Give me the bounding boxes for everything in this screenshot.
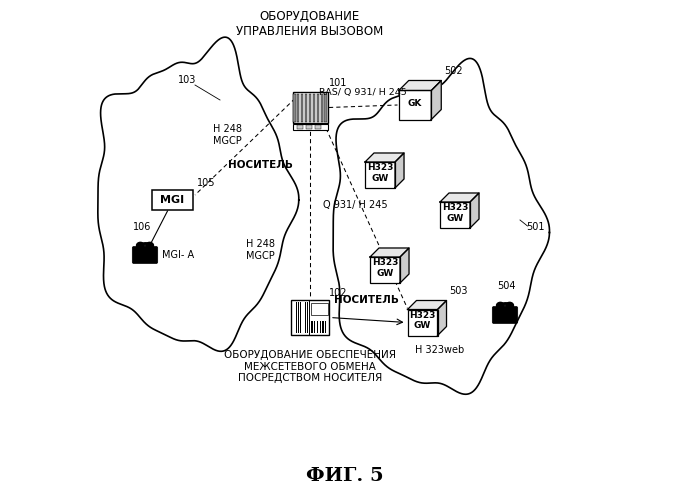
FancyBboxPatch shape xyxy=(297,94,299,122)
FancyBboxPatch shape xyxy=(301,94,304,122)
Text: 501: 501 xyxy=(526,222,544,232)
Ellipse shape xyxy=(506,302,513,308)
FancyBboxPatch shape xyxy=(399,90,431,120)
FancyBboxPatch shape xyxy=(293,94,295,122)
Text: 105: 105 xyxy=(197,178,215,188)
Text: 103: 103 xyxy=(178,75,197,85)
FancyBboxPatch shape xyxy=(291,302,292,333)
FancyBboxPatch shape xyxy=(293,124,328,130)
Text: MGI: MGI xyxy=(161,195,184,205)
FancyBboxPatch shape xyxy=(305,94,307,122)
Text: 503: 503 xyxy=(449,286,468,296)
Text: 106: 106 xyxy=(133,222,152,232)
Text: H323
GW: H323 GW xyxy=(409,311,435,330)
Text: H323
GW: H323 GW xyxy=(367,164,393,182)
FancyBboxPatch shape xyxy=(306,124,312,128)
FancyBboxPatch shape xyxy=(317,320,318,333)
FancyBboxPatch shape xyxy=(315,124,321,128)
FancyBboxPatch shape xyxy=(296,302,297,333)
FancyBboxPatch shape xyxy=(324,94,326,122)
Polygon shape xyxy=(431,80,441,120)
FancyBboxPatch shape xyxy=(492,306,518,324)
Text: НОСИТЕЛЬ: НОСИТЕЛЬ xyxy=(334,295,399,305)
Text: RAS/ Q 931/ H 245: RAS/ Q 931/ H 245 xyxy=(319,88,406,98)
FancyBboxPatch shape xyxy=(305,302,306,333)
Text: H 323web: H 323web xyxy=(415,345,464,355)
Text: H323
GW: H323 GW xyxy=(372,258,398,278)
FancyBboxPatch shape xyxy=(311,302,328,315)
Ellipse shape xyxy=(137,242,144,248)
Text: ОБОРУДОВАНИЕ
УПРАВЛЕНИЯ ВЫЗОВОМ: ОБОРУДОВАНИЕ УПРАВЛЕНИЯ ВЫЗОВОМ xyxy=(237,10,384,38)
Polygon shape xyxy=(395,153,404,188)
FancyBboxPatch shape xyxy=(297,124,303,128)
FancyBboxPatch shape xyxy=(370,257,400,283)
FancyBboxPatch shape xyxy=(313,94,315,122)
FancyBboxPatch shape xyxy=(293,92,328,123)
Text: H 248
MGCP: H 248 MGCP xyxy=(246,239,275,261)
Ellipse shape xyxy=(497,302,504,308)
Polygon shape xyxy=(437,300,446,336)
Text: ОБОРУДОВАНИЕ ОБЕСПЕЧЕНИЯ
МЕЖСЕТЕВОГО ОБМЕНА
ПОСРЕДСТВОМ НОСИТЕЛЯ: ОБОРУДОВАНИЕ ОБЕСПЕЧЕНИЯ МЕЖСЕТЕВОГО ОБМ… xyxy=(224,350,396,384)
Text: НОСИТЕЛЬ: НОСИТЕЛЬ xyxy=(228,160,293,170)
FancyBboxPatch shape xyxy=(132,246,158,264)
FancyBboxPatch shape xyxy=(408,310,437,336)
Polygon shape xyxy=(333,58,549,394)
Text: 502: 502 xyxy=(444,66,462,76)
FancyBboxPatch shape xyxy=(314,320,315,333)
FancyBboxPatch shape xyxy=(311,320,313,333)
FancyBboxPatch shape xyxy=(319,320,321,333)
Polygon shape xyxy=(370,248,409,257)
Polygon shape xyxy=(440,193,479,202)
Text: GK: GK xyxy=(408,98,422,108)
FancyBboxPatch shape xyxy=(317,94,319,122)
FancyBboxPatch shape xyxy=(321,94,323,122)
FancyBboxPatch shape xyxy=(291,300,328,335)
Polygon shape xyxy=(399,80,441,90)
FancyBboxPatch shape xyxy=(440,202,470,228)
Text: H 248
MGCP: H 248 MGCP xyxy=(213,124,242,146)
FancyBboxPatch shape xyxy=(322,320,324,333)
Polygon shape xyxy=(470,193,479,228)
Polygon shape xyxy=(408,300,446,310)
FancyBboxPatch shape xyxy=(152,190,193,210)
Text: 101: 101 xyxy=(329,78,347,88)
FancyBboxPatch shape xyxy=(325,320,326,333)
FancyBboxPatch shape xyxy=(309,94,311,122)
Polygon shape xyxy=(98,37,299,352)
Text: ФИГ. 5: ФИГ. 5 xyxy=(306,467,384,485)
Polygon shape xyxy=(365,153,404,162)
Ellipse shape xyxy=(146,242,153,248)
Text: Q 931/ H 245: Q 931/ H 245 xyxy=(323,200,387,210)
Text: 102: 102 xyxy=(329,288,348,298)
Text: 504: 504 xyxy=(497,281,515,291)
FancyBboxPatch shape xyxy=(365,162,395,188)
FancyBboxPatch shape xyxy=(300,302,301,333)
Text: H323
GW: H323 GW xyxy=(442,204,469,223)
Polygon shape xyxy=(400,248,409,283)
Text: MGI- A: MGI- A xyxy=(163,250,195,260)
